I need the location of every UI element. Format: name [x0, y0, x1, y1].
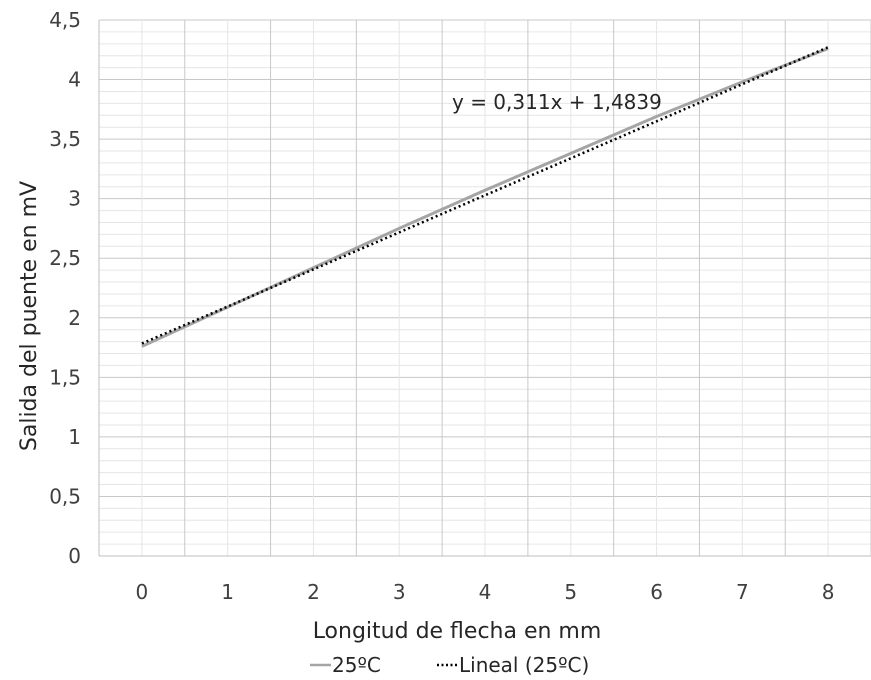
y-tick-labels: 0 0,5 1 1,5 2 2,5 3 3,5 4 4,5	[49, 8, 81, 568]
y-tick-label: 4,5	[49, 8, 81, 32]
x-tick-label: 0	[136, 580, 149, 604]
y-tick-label: 2,5	[49, 246, 81, 270]
x-tick-label: 5	[564, 580, 577, 604]
y-tick-label: 0	[68, 544, 81, 568]
y-axis-title: Salida del puente en mV	[17, 181, 42, 451]
legend-label-series-2: Lineal (25ºC)	[459, 653, 589, 677]
y-tick-label: 2	[68, 306, 81, 330]
series-lines	[141, 46, 829, 348]
y-tick-label: 4	[68, 68, 81, 92]
x-tick-label: 8	[822, 580, 835, 604]
trendline-equation: y = 0,311x + 1,4839	[452, 90, 662, 114]
x-tick-label: 4	[479, 580, 492, 604]
y-tick-label: 1	[68, 425, 81, 449]
x-tick-label: 2	[307, 580, 320, 604]
y-tick-label: 3,5	[49, 127, 81, 151]
x-tick-labels: 0 1 2 3 4 5 6 7 8	[136, 580, 835, 604]
x-tick-label: 1	[221, 580, 234, 604]
legend-label-series-1: 25ºC	[332, 653, 381, 677]
x-axis-title: Longitud de flecha en mm	[313, 619, 602, 644]
x-tick-label: 3	[393, 580, 406, 604]
legend: 25ºC Lineal (25ºC)	[310, 653, 589, 677]
y-tick-label: 1,5	[49, 365, 81, 389]
y-tick-label: 3	[68, 187, 81, 211]
x-tick-label: 7	[736, 580, 749, 604]
y-tick-label: 0,5	[49, 484, 81, 508]
series-line-1	[141, 47, 829, 348]
x-tick-label: 6	[650, 580, 663, 604]
gridlines	[99, 19, 871, 556]
axes	[98, 20, 871, 557]
